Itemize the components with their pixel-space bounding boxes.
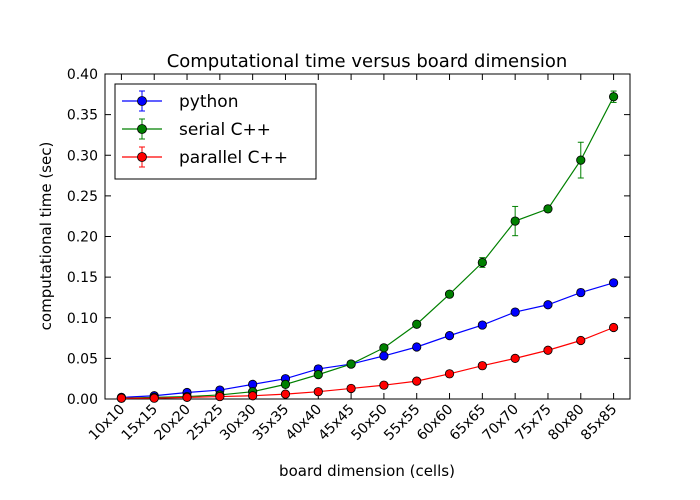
y-tick-label: 0.10 [67,311,98,327]
data-point [412,342,422,352]
chart-title: Computational time versus board dimensio… [167,51,568,72]
y-tick-label: 0.30 [67,148,98,164]
data-point [379,343,389,353]
legend-entry: parallel C++ [122,146,288,168]
data-point [543,300,553,310]
data-point [116,393,127,403]
data-point [444,369,455,379]
x-axis-label: board dimension (cells) [279,462,455,480]
y-tick-label: 0.15 [67,270,98,286]
legend-marker [137,124,147,134]
data-point [444,331,455,341]
series-layer [116,90,619,403]
data-point [608,278,619,288]
legend: python serial C++ parallel C++ [114,83,317,180]
data-point [280,379,291,389]
data-point [477,361,487,371]
data-point [576,335,586,346]
y-tick-label: 0.05 [67,351,98,367]
data-point [510,353,520,363]
data-point [313,387,323,397]
data-point [576,287,586,298]
y-tick-label: 0.40 [67,67,98,83]
y-tick-label: 0.00 [67,392,98,408]
data-point [149,393,159,403]
y-tick-label: 0.35 [67,108,98,124]
y-tick-label: 0.25 [67,189,98,205]
data-point [379,351,389,361]
data-point [510,216,520,226]
data-point [608,322,619,333]
data-point [477,320,487,330]
data-point [248,391,258,401]
data-point [412,319,422,329]
legend-entry: python [122,90,238,112]
series [116,322,619,403]
series-line [121,96,615,399]
y-axis-label: computational time (sec) [37,142,55,331]
data-point [313,370,323,380]
legend-box [114,83,317,180]
legend-marker [137,96,147,106]
data-point [215,391,225,402]
data-point [412,376,422,386]
legend-marker [137,152,147,162]
data-point [477,257,487,268]
legend-label: python [179,92,238,112]
data-point [510,307,520,317]
data-point [543,204,553,214]
data-point [543,345,553,355]
data-point [182,392,192,402]
data-point [346,383,356,394]
data-point [444,289,455,299]
legend-entry: serial C++ [122,118,271,140]
y-tick-label: 0.20 [67,230,98,246]
legend-label: parallel C++ [179,148,288,168]
data-point [576,155,586,165]
series-line [121,326,614,399]
series-line [121,282,614,398]
data-point [379,380,389,390]
data-point [608,92,619,102]
legend-label: serial C++ [179,120,271,140]
data-point [280,389,291,399]
y-axis: 0.00 0.05 0.10 0.15 0.20 0.25 0.30 0.35 0.40 [67,67,630,408]
data-point [346,359,356,369]
